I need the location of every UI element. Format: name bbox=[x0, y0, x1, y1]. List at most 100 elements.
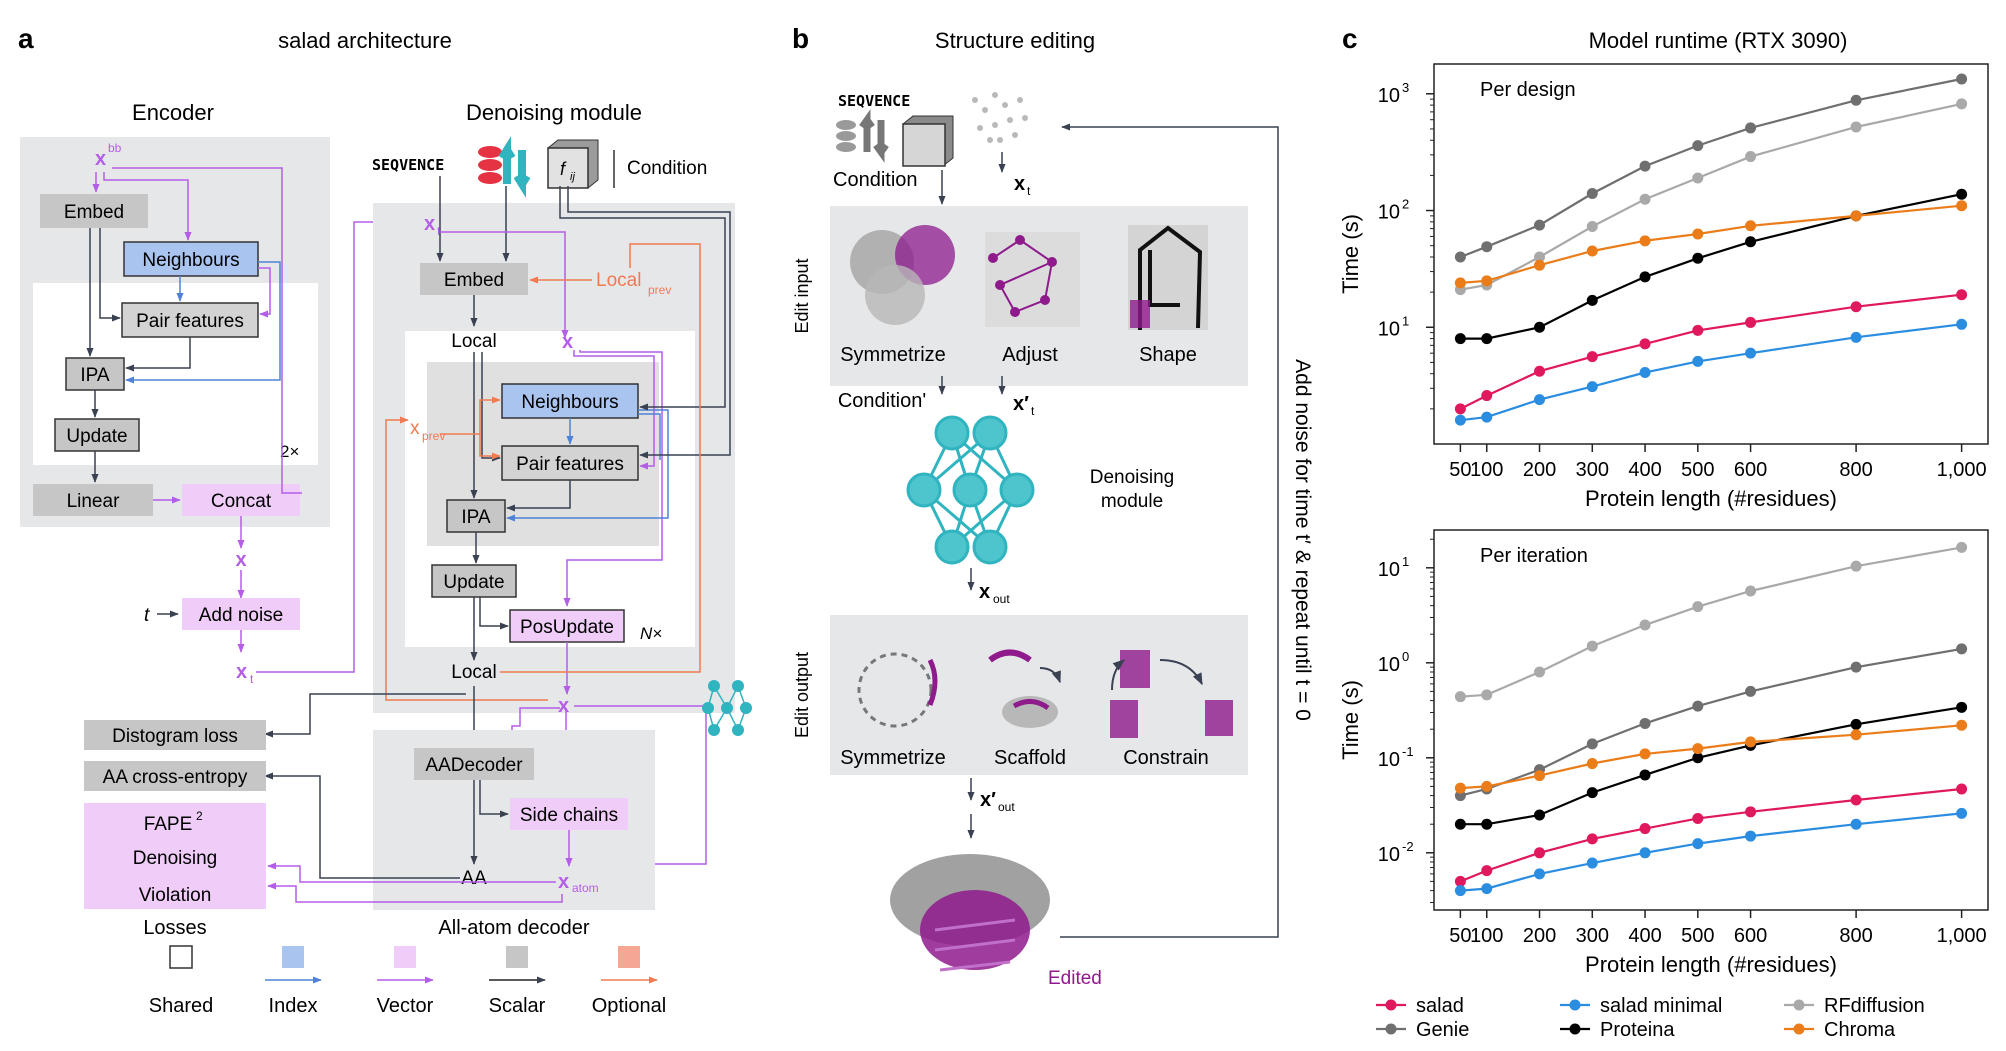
denoising-arrows bbox=[264, 176, 731, 879]
aadecoder-box bbox=[414, 748, 534, 780]
chart-annotation: Per design bbox=[1480, 79, 1576, 101]
x-tick-label: 1,000 bbox=[1937, 459, 1987, 481]
point-salad bbox=[1692, 812, 1704, 824]
plot-frame bbox=[1433, 63, 1989, 445]
point-proteina bbox=[1956, 701, 1968, 713]
panel-b: b Structure editing SEQVENCE Condition x… bbox=[792, 23, 1314, 989]
point-rfdiffusion bbox=[1586, 640, 1598, 652]
shape-input-image bbox=[1128, 225, 1208, 330]
point-salad bbox=[1534, 365, 1546, 377]
y-tick-exponent: 1 bbox=[1402, 554, 1409, 569]
denoising-heading: Denoising module bbox=[466, 100, 642, 125]
aa-cross-entropy-label: AA cross-entropy bbox=[103, 767, 248, 788]
legend-label-proteina: Proteina bbox=[1600, 1019, 1675, 1041]
condition-label: Condition bbox=[627, 158, 707, 179]
y-tick-exponent: -2 bbox=[1402, 839, 1414, 854]
point-salad bbox=[1454, 403, 1466, 415]
point-genie bbox=[1692, 700, 1704, 712]
legend-label-salad: salad bbox=[1416, 995, 1464, 1017]
legend-swatch-optional bbox=[618, 946, 640, 968]
local-prev-sub: prev bbox=[648, 283, 671, 297]
denoising-x: x bbox=[562, 331, 573, 353]
legend-label-shared: Shared bbox=[149, 995, 214, 1017]
point-chroma bbox=[1481, 275, 1493, 287]
point-salad-minimal bbox=[1745, 830, 1757, 842]
legend-swatch-index bbox=[282, 946, 304, 968]
denoising-x-out: x bbox=[558, 695, 569, 717]
encoder-x: x bbox=[235, 549, 246, 571]
point-salad-minimal bbox=[1850, 818, 1862, 830]
loop-text: Add noise for time t′ & repeat until t =… bbox=[1291, 359, 1314, 721]
point-genie bbox=[1956, 643, 1968, 655]
point-genie bbox=[1745, 122, 1757, 134]
seq-structure-icon bbox=[478, 136, 531, 198]
y-tick-exponent: 2 bbox=[1402, 197, 1409, 212]
xt-prime-sub: t bbox=[1031, 404, 1035, 418]
point-rfdiffusion bbox=[1692, 601, 1704, 613]
point-rfdiffusion bbox=[1692, 172, 1704, 184]
point-proteina bbox=[1639, 769, 1651, 781]
denoising-ipa-box bbox=[446, 499, 506, 533]
point-proteina bbox=[1639, 271, 1651, 283]
point-genie bbox=[1850, 94, 1862, 106]
fape-label: FAPE bbox=[144, 814, 193, 835]
legend-label-rfdiffusion: RFdiffusion bbox=[1824, 995, 1925, 1017]
noise-t: t bbox=[144, 605, 150, 626]
point-rfdiffusion bbox=[1850, 560, 1862, 572]
denoising-xt-sub: t bbox=[437, 224, 441, 238]
adjust-input-image bbox=[985, 232, 1080, 327]
panel-b-arrows bbox=[938, 123, 1279, 938]
point-salad bbox=[1639, 823, 1651, 835]
series-line-genie bbox=[1460, 77, 1962, 259]
denoising-network-icon bbox=[906, 415, 1035, 565]
encoder-pair-features-label: Pair features bbox=[136, 311, 244, 332]
encoder-concat-box bbox=[182, 484, 300, 516]
x-out-prime-sub: out bbox=[998, 800, 1015, 814]
chart-annotation: Per iteration bbox=[1480, 545, 1588, 567]
side-chains-label: Side chains bbox=[520, 805, 618, 826]
point-chroma bbox=[1692, 228, 1704, 240]
fij-sub: ij bbox=[570, 171, 575, 183]
x-out-sub: out bbox=[993, 592, 1010, 606]
denoising-neighbours-label: Neighbours bbox=[521, 392, 618, 413]
point-rfdiffusion bbox=[1956, 541, 1968, 553]
point-proteina bbox=[1850, 718, 1862, 730]
legend-swatch-shared bbox=[169, 945, 193, 969]
legend-marker-salad bbox=[1385, 999, 1397, 1011]
point-salad-minimal bbox=[1586, 857, 1598, 869]
x-atom-sub: atom bbox=[572, 881, 599, 895]
point-rfdiffusion bbox=[1454, 691, 1466, 703]
denoising-local: Local bbox=[451, 331, 496, 352]
x-tick-label: 800 bbox=[1839, 459, 1872, 481]
add-noise-label: Add noise bbox=[199, 605, 284, 626]
point-proteina bbox=[1692, 752, 1704, 764]
x-tick-label: 800 bbox=[1839, 925, 1872, 947]
decoder-arrows bbox=[264, 772, 573, 903]
shape-label: Shape bbox=[1139, 344, 1197, 366]
legend-swatch-vector bbox=[394, 946, 416, 968]
point-rfdiffusion bbox=[1481, 689, 1493, 701]
point-chroma bbox=[1745, 736, 1757, 748]
symmetrize-output-image bbox=[857, 652, 938, 728]
xt-prime-label: x′ bbox=[1013, 393, 1029, 415]
encoder-concat-label: Concat bbox=[211, 491, 272, 512]
legend-label-salad-minimal: salad minimal bbox=[1600, 995, 1722, 1017]
x-tick-label: 300 bbox=[1576, 925, 1609, 947]
edited-structure-image bbox=[890, 854, 1050, 972]
fape-sup: 2 bbox=[196, 809, 203, 823]
point-chroma bbox=[1639, 235, 1651, 247]
panel-c-legend: salad salad minimal RFdiffusion Genie Protei… bbox=[1376, 995, 1925, 1041]
point-salad-minimal bbox=[1534, 868, 1546, 880]
legend-marker-genie bbox=[1385, 1023, 1397, 1035]
encoder-input-x: x bbox=[95, 148, 106, 170]
denoising-embed-label: Embed bbox=[444, 270, 504, 291]
legend-label-optional: Optional bbox=[592, 995, 667, 1017]
x-atom-label: x bbox=[558, 871, 569, 893]
point-proteina bbox=[1481, 818, 1493, 830]
x-tick-label: 200 bbox=[1523, 925, 1556, 947]
point-salad-minimal bbox=[1534, 394, 1546, 406]
point-salad bbox=[1586, 351, 1598, 363]
symmetrize-input-label: Symmetrize bbox=[840, 344, 946, 366]
series-line-proteina bbox=[1460, 706, 1962, 826]
